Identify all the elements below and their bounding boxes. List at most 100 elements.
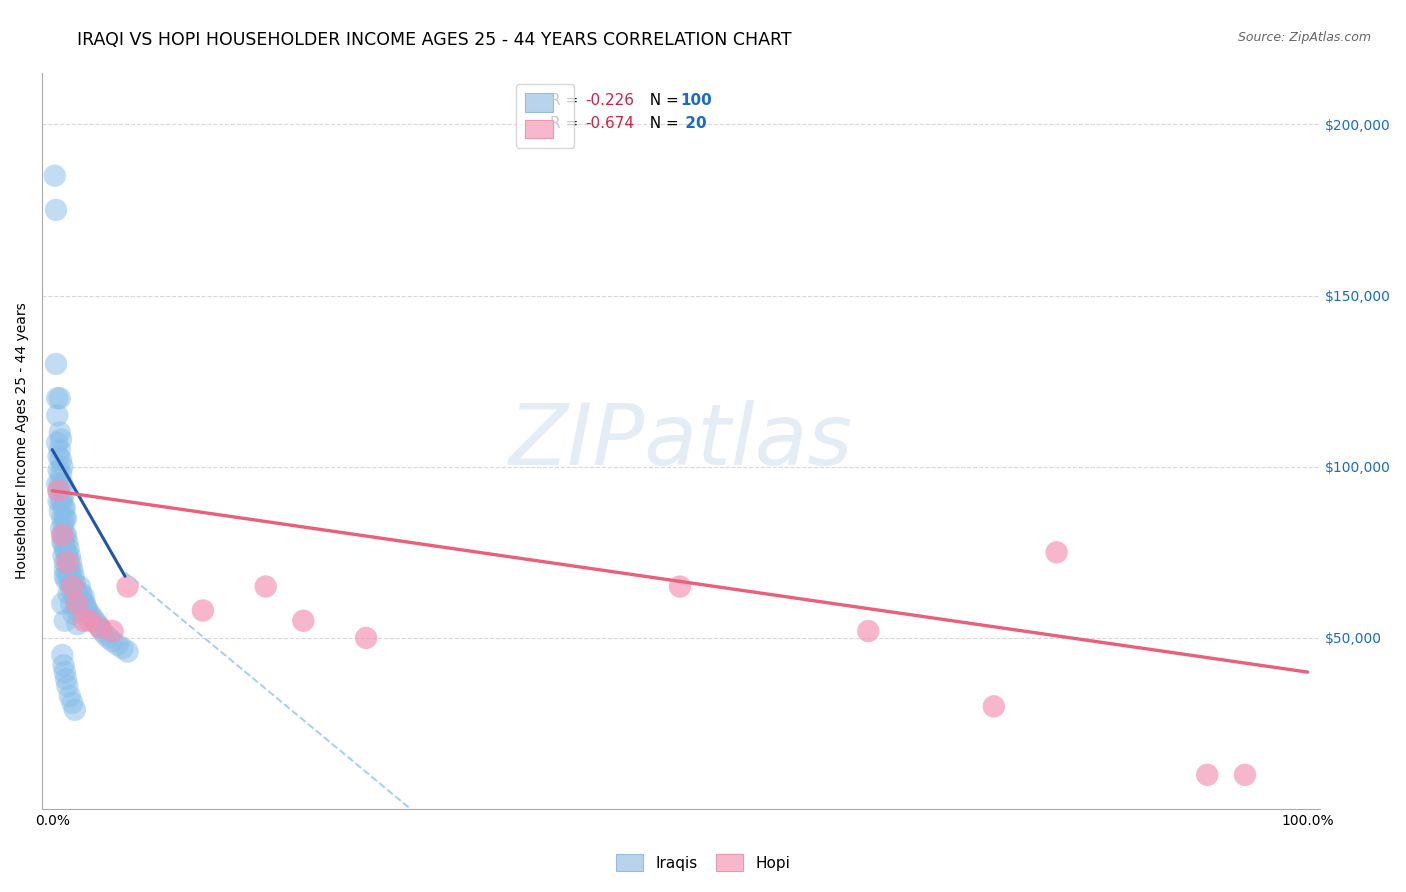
Point (53, 500, 76, 515)
Point (66, 590, 89, 604)
Point (72, 593, 94, 607)
Point (254, 580, 277, 594)
Point (669, 580, 692, 594)
Point (58, 541, 80, 556)
Point (91, 624, 114, 638)
Point (52, 535, 75, 549)
Point (111, 641, 134, 656)
Point (55, 672, 77, 686)
Point (63, 590, 86, 604)
Point (53, 665, 76, 680)
Point (84, 614, 107, 628)
Point (60, 582, 83, 597)
Point (51, 494, 73, 508)
Point (51, 597, 73, 611)
Point (48, 450, 70, 464)
Point (86, 617, 108, 632)
Point (72, 614, 94, 628)
Point (48, 494, 70, 508)
Point (69, 580, 91, 594)
Point (65, 582, 87, 597)
Point (58, 586, 80, 600)
Point (59, 562, 82, 576)
Point (49, 442, 72, 457)
Point (55, 573, 77, 587)
Text: ZIPatlas: ZIPatlas (509, 400, 853, 483)
Point (56, 535, 79, 549)
Point (62, 569, 84, 583)
Point (983, 699, 1005, 714)
Point (51, 528, 73, 542)
Point (46, 391, 69, 405)
Point (53, 562, 76, 576)
Point (76, 603, 98, 617)
Point (49, 391, 72, 405)
Point (101, 634, 124, 648)
Point (191, 603, 214, 617)
Point (51, 476, 73, 491)
Text: N =: N = (640, 94, 683, 109)
Text: N =: N = (640, 116, 683, 130)
Point (48, 483, 70, 498)
Point (53, 541, 76, 556)
Point (60, 569, 83, 583)
Point (67, 597, 90, 611)
Point (62, 582, 84, 597)
Point (52, 487, 75, 501)
Point (52, 517, 75, 532)
Point (46, 409, 69, 423)
Point (53, 511, 76, 525)
Point (66, 603, 89, 617)
Point (63, 703, 86, 717)
Point (55, 511, 77, 525)
Point (79, 607, 101, 621)
Point (52, 500, 75, 515)
Point (94, 627, 117, 641)
Point (70, 586, 93, 600)
Point (49, 425, 72, 440)
Text: Source: ZipAtlas.com: Source: ZipAtlas.com (1237, 31, 1371, 45)
Point (60, 576, 83, 591)
Point (858, 624, 880, 638)
Point (46, 435, 69, 450)
Point (49, 433, 72, 447)
Point (63, 576, 86, 591)
Point (53, 556, 76, 570)
Text: R =: R = (550, 116, 582, 130)
Point (49, 521, 72, 535)
Point (75, 600, 97, 615)
Point (48, 483, 70, 498)
Point (49, 467, 72, 481)
Point (65, 597, 87, 611)
Point (69, 593, 91, 607)
Point (82, 610, 104, 624)
Text: -0.674: -0.674 (585, 116, 634, 130)
Point (73, 597, 96, 611)
Point (48, 463, 70, 477)
Point (1233, 768, 1256, 782)
Y-axis label: Householder Income Ages 25 - 44 years: Householder Income Ages 25 - 44 years (15, 302, 30, 580)
Point (49, 504, 72, 518)
Point (49, 476, 72, 491)
Point (354, 631, 377, 645)
Point (51, 535, 73, 549)
Point (72, 590, 94, 604)
Point (89, 621, 111, 635)
Point (51, 528, 73, 542)
Point (49, 494, 72, 508)
Point (1046, 545, 1069, 559)
Point (117, 644, 139, 658)
Text: IRAQI VS HOPI HOUSEHOLDER INCOME AGES 25 - 44 YEARS CORRELATION CHART: IRAQI VS HOPI HOUSEHOLDER INCOME AGES 25… (77, 31, 792, 49)
Point (53, 614, 76, 628)
Point (117, 580, 139, 594)
Text: R =: R = (550, 94, 582, 109)
Point (53, 569, 76, 583)
Point (60, 556, 83, 570)
Point (56, 679, 79, 693)
Point (53, 528, 76, 542)
Point (60, 696, 83, 710)
Point (56, 549, 79, 563)
Point (59, 689, 82, 703)
Point (89, 621, 111, 635)
Legend: , : , (516, 85, 575, 147)
